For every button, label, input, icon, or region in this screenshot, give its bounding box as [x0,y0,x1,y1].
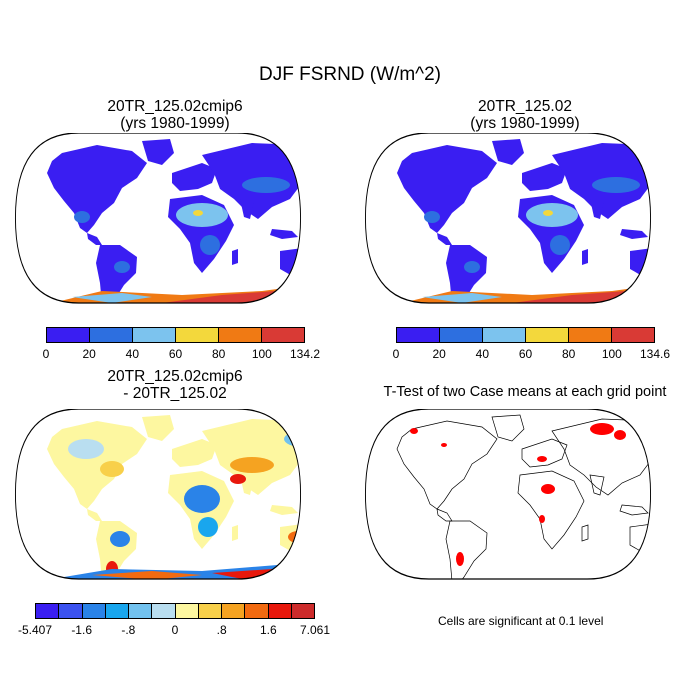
colorbar-cell [175,604,199,618]
colorbar-tick-label: 80 [211,347,226,361]
colorbar-cell [526,328,569,342]
colorbar-top-right [396,327,655,343]
colorbar-cell [262,328,304,342]
colorbar-tick-label: .8 [216,623,227,637]
colorbar-cell [47,328,90,342]
colorbar-cell [105,604,129,618]
colorbar-tick-label: 20 [82,347,96,361]
colorbar-tick-label: 7.061 [299,623,331,637]
colorbar-cell [291,604,314,618]
map-top-right [364,133,652,304]
colorbar-tick-label: 40 [125,347,140,361]
colorbar-cell [483,328,526,342]
colorbar-cell [440,328,483,342]
panel-title-top-right-line2: (yrs 1980-1999) [470,115,580,132]
page-title: DJF FSRND (W/m^2) [258,64,441,85]
colorbar-cell [268,604,292,618]
panel-title-top-right-line1: 20TR_125.02 [478,98,572,115]
colorbar-tick-label: 1.6 [259,623,277,637]
colorbar-tick-label: 60 [168,347,183,361]
colorbar-cell [152,604,176,618]
colorbar-tick-label: 0 [392,347,400,361]
colorbar-tick-label: 134.2 [289,347,321,361]
map-bottom-left [14,409,302,580]
colorbar-top-left [46,327,305,343]
map-bottom-right [364,409,652,580]
panel-title-top-right: 20TR_125.02 (yrs 1980-1999) [395,98,655,132]
panel-title-bottom-left: 20TR_125.02cmip6 - 20TR_125.02 [45,368,305,402]
colorbar-cell [245,604,269,618]
colorbar-cell [176,328,219,342]
colorbar-cell [59,604,83,618]
colorbar-tick-label: 80 [561,347,576,361]
colorbar-cell [612,328,654,342]
colorbar-cell [133,328,176,342]
colorbar-cells [35,603,315,619]
colorbar-tick-label: 134.6 [639,347,671,361]
colorbar-cells [46,327,305,343]
colorbar-cell [222,604,246,618]
colorbar-bottom-left [35,603,315,619]
colorbar-cells [396,327,655,343]
colorbar-tick-label: -5.407 [17,623,53,637]
panel-title-top-left-line2: (yrs 1980-1999) [120,115,230,132]
map-top-left [14,133,302,304]
panel-title-top-left-line1: 20TR_125.02cmip6 [107,98,243,115]
colorbar-cell [129,604,153,618]
panel-title-bottom-left-line2: - 20TR_125.02 [123,385,227,402]
significance-note: Cells are significant at 0.1 level [438,614,604,628]
colorbar-tick-label: -.8 [121,623,136,637]
colorbar-cell [90,328,133,342]
colorbar-tick-label: 100 [251,347,272,361]
colorbar-cell [36,604,60,618]
colorbar-cell [569,328,612,342]
colorbar-tick-label: 100 [601,347,622,361]
panel-title-bottom-left-line1: 20TR_125.02cmip6 [107,368,243,385]
colorbar-tick-label: 40 [475,347,490,361]
panel-title-bottom-right: T-Test of two Case means at each grid po… [383,384,667,400]
colorbar-cell [198,604,222,618]
colorbar-tick-label: 0 [42,347,50,361]
colorbar-cell [82,604,106,618]
colorbar-tick-label: 0 [171,623,179,637]
colorbar-cell [397,328,440,342]
colorbar-cell [219,328,262,342]
panel-title-top-left: 20TR_125.02cmip6 (yrs 1980-1999) [45,98,305,132]
colorbar-tick-label: 60 [518,347,533,361]
colorbar-tick-label: -1.6 [71,623,92,637]
colorbar-tick-label: 20 [432,347,446,361]
